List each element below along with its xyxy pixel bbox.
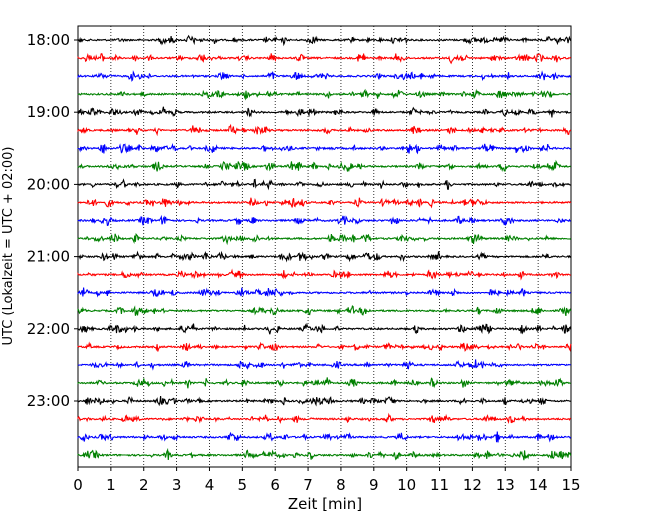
y-tick-label: 18:00 — [27, 31, 70, 49]
y-tick-label: 21:00 — [27, 248, 70, 266]
trace-line — [77, 268, 572, 281]
x-tick-label: 7 — [303, 476, 313, 494]
trace-line — [77, 159, 572, 173]
x-tick-label: 8 — [336, 476, 346, 494]
trace-line — [77, 123, 572, 137]
x-axis-ticks: 0 1 2 3 4 5 6 7 8 9 10 11 12 13 14 15 — [73, 467, 581, 494]
x-tick-label: 3 — [172, 476, 182, 494]
trace-line — [77, 322, 572, 335]
trace-line — [77, 232, 572, 246]
trace-line — [77, 142, 572, 155]
x-tick-label: 15 — [561, 476, 580, 494]
trace-line — [77, 305, 572, 317]
trace-line — [77, 412, 572, 424]
trace-line — [77, 447, 572, 461]
trace-line — [77, 431, 572, 443]
y-tick-label: 22:00 — [27, 320, 70, 338]
x-tick-label: 9 — [369, 476, 379, 494]
trace-line — [77, 178, 572, 191]
trace-line — [77, 214, 572, 227]
trace-line — [77, 395, 571, 407]
x-tick-label: 11 — [430, 476, 449, 494]
trace-line — [77, 359, 571, 371]
x-tick-label: 1 — [106, 476, 116, 494]
x-tick-label: 2 — [139, 476, 149, 494]
trace-line — [77, 197, 572, 209]
x-tick-label: 10 — [397, 476, 416, 494]
trace-line — [77, 70, 572, 82]
x-tick-label: 6 — [270, 476, 280, 494]
trace-line — [77, 287, 572, 298]
x-axis-label: Zeit [min] — [288, 495, 362, 513]
x-tick-label: 4 — [205, 476, 215, 494]
trace-line — [77, 341, 572, 352]
seismic-traces — [77, 34, 572, 461]
trace-line — [77, 250, 572, 263]
trace-line — [77, 106, 571, 118]
x-tick-label: 12 — [463, 476, 482, 494]
trace-line — [77, 53, 572, 65]
trace-line — [77, 88, 572, 101]
y-axis-ticks: 18:00 19:00 20:00 21:00 22:00 23:00 — [27, 31, 78, 410]
y-axis-label: UTC (Lokalzeit = UTC + 02:00) — [1, 147, 16, 346]
plot-area — [77, 25, 572, 468]
x-tick-label: 13 — [496, 476, 515, 494]
x-tick-label: 14 — [529, 476, 548, 494]
x-tick-label: 0 — [73, 476, 83, 494]
x-tick-label: 5 — [238, 476, 248, 494]
trace-line — [77, 34, 572, 47]
y-tick-label: 20:00 — [27, 175, 70, 193]
y-tick-label: 23:00 — [27, 392, 70, 410]
y-tick-label: 19:00 — [27, 103, 70, 121]
trace-line — [77, 377, 571, 389]
